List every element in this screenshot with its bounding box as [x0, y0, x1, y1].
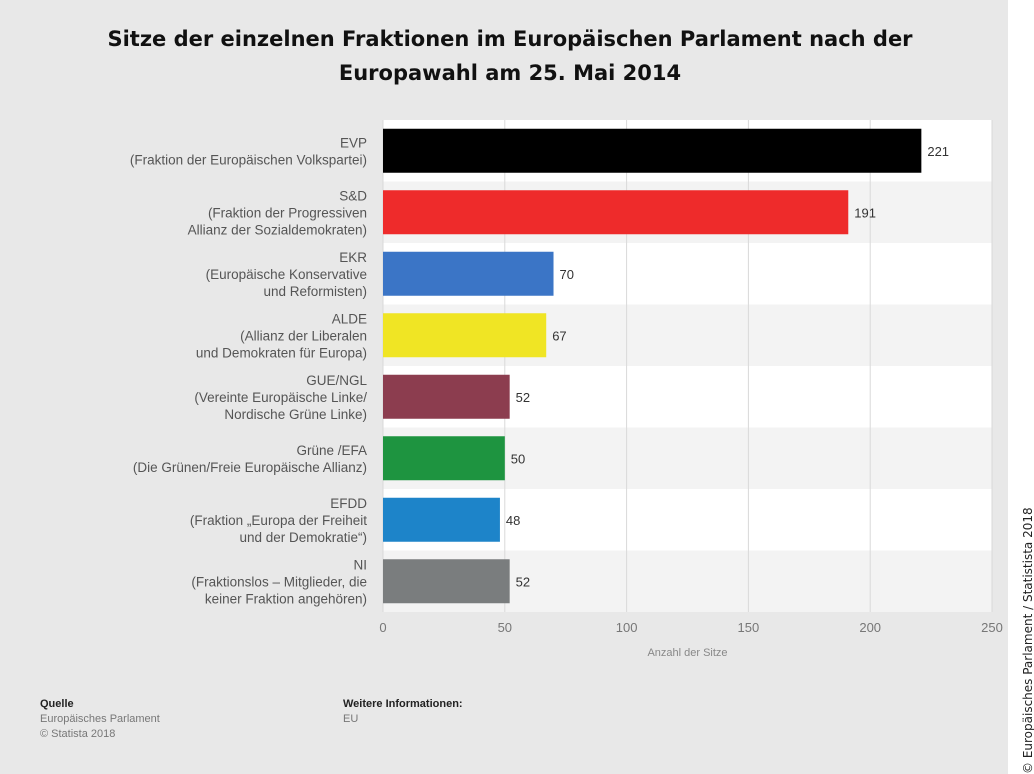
category-label: NI: [354, 557, 368, 572]
source-block: Quelle Europäisches Parlament © Statista…: [40, 697, 160, 742]
category-label: (Europäische Konservative: [206, 267, 367, 282]
bar: [383, 374, 510, 419]
category-label: und Reformisten): [263, 284, 367, 299]
category-label: (Fraktion der Europäischen Volkspartei): [130, 152, 367, 167]
category-label: keiner Fraktion angehören): [205, 591, 367, 606]
value-label: 48: [506, 513, 520, 528]
category-label: und Demokraten für Europa): [196, 345, 367, 360]
value-label: 191: [854, 205, 876, 220]
bar: [383, 559, 510, 604]
tick-label: 50: [498, 620, 512, 635]
value-label: 70: [560, 267, 574, 282]
side-copyright: © Europäisches Parlament / Statistista 2…: [1021, 507, 1034, 774]
value-label: 52: [516, 574, 530, 589]
category-label: (Fraktion der Progressiven: [208, 205, 367, 220]
category-label: ALDE: [332, 311, 367, 326]
source-copyright: © Statista 2018: [40, 728, 116, 740]
tick-label: 250: [981, 620, 1003, 635]
value-label: 67: [552, 328, 566, 343]
bar: [383, 436, 505, 481]
tick-label: 150: [738, 620, 760, 635]
bar-chart: 221 EVP (Fraktion der Europäischen Volkspa…: [130, 120, 1003, 659]
source-name[interactable]: Europäisches Parlament: [40, 713, 160, 725]
category-label: (Die Grünen/Freie Europäische Allianz): [133, 460, 367, 475]
bar: [383, 497, 500, 542]
category-label: Allianz der Sozialdemokraten): [188, 222, 367, 237]
info-region: EU: [343, 713, 359, 725]
category-label: (Fraktion „Europa der Freiheit: [190, 513, 367, 528]
category-label: und der Demokratie“): [239, 530, 367, 545]
info-block: Weitere Informationen: EU: [343, 697, 463, 727]
tick-label: 0: [379, 620, 386, 635]
chart-title: Sitze der einzelnen Fraktionen im Europä…: [107, 27, 913, 85]
value-label: 52: [516, 390, 530, 405]
value-label: 50: [511, 451, 525, 466]
source-heading: Quelle: [40, 698, 74, 710]
category-label: (Allianz der Liberalen: [240, 328, 367, 343]
bar: [383, 251, 554, 296]
tick-label: 200: [859, 620, 881, 635]
bar: [383, 128, 922, 173]
category-label: Nordische Grüne Linke): [224, 407, 367, 422]
info-heading: Weitere Informationen:: [343, 698, 463, 710]
category-label: EVP: [340, 135, 367, 150]
chart-card: Sitze der einzelnen Fraktionen im Europä…: [0, 0, 1008, 774]
x-axis-label: Anzahl der Sitze: [647, 647, 727, 659]
category-label: S&D: [339, 188, 367, 203]
category-label: EKR: [339, 250, 367, 265]
category-label: (Vereinte Europäische Linke/: [194, 390, 367, 405]
tick-label: 100: [616, 620, 638, 635]
category-label: GUE/NGL: [306, 373, 367, 388]
bar: [383, 313, 547, 358]
bar: [383, 190, 849, 235]
category-label: EFDD: [330, 496, 367, 511]
category-label: (Fraktionslos – Mitglieder, die: [191, 574, 367, 589]
value-label: 221: [927, 144, 949, 159]
category-label: Grüne /EFA: [296, 443, 367, 458]
